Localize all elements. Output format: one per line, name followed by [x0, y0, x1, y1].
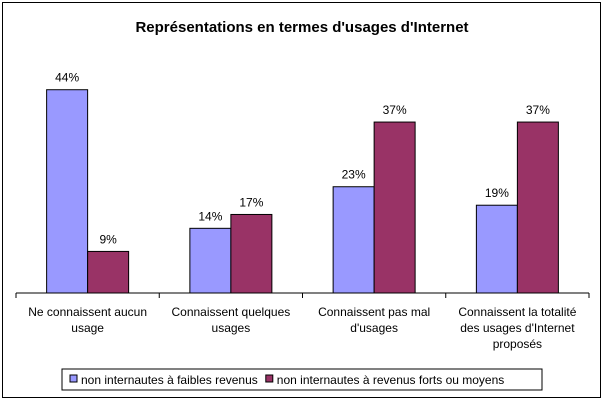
data-label: 14%	[198, 209, 222, 223]
category-label: Connaissent la totalité des usages d'Inte…	[458, 305, 576, 351]
category-label: Connaissent quelques usages	[171, 305, 290, 335]
data-label: 9%	[99, 232, 117, 246]
legend-label: non internautes à faibles revenus	[81, 373, 258, 387]
bar-revenus-forts-2	[373, 121, 416, 294]
bar-faibles-revenus-1	[189, 227, 232, 294]
legend-box	[61, 368, 543, 391]
legend-swatch	[69, 374, 78, 383]
data-label: 37%	[526, 103, 550, 117]
chart-frame	[2, 2, 601, 398]
bar-faibles-revenus-3	[475, 204, 518, 294]
legend: non internautes à faibles revenus non int…	[61, 368, 543, 391]
chart-title: Représentations en termes d'usages d'Int…	[135, 19, 468, 36]
data-label: 19%	[485, 186, 509, 200]
data-label: 23%	[342, 168, 366, 182]
legend-label: non internautes à revenus forts ou moyen…	[277, 373, 504, 387]
data-label: 17%	[239, 195, 263, 209]
bar-faibles-revenus-0	[46, 89, 89, 294]
legend-swatch	[265, 374, 274, 383]
data-label: 37%	[383, 103, 407, 117]
bar-revenus-forts-1	[230, 213, 273, 294]
bar-revenus-forts-0	[87, 250, 130, 294]
category-label: Ne connaissent aucun usage	[28, 305, 147, 335]
bar-faibles-revenus-2	[332, 186, 375, 294]
data-label: 44%	[55, 71, 79, 85]
category-label: Connaissent pas mal d'usages	[318, 305, 430, 335]
bar-revenus-forts-3	[516, 121, 559, 294]
plot-area: 44% 9% Ne connaissent aucun usage 14% 17% Conn…	[15, 71, 590, 351]
